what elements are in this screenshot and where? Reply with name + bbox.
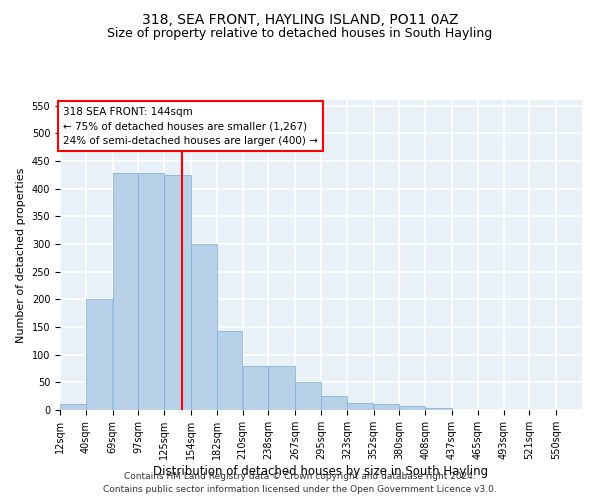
Bar (217, 331, 242, 410)
Y-axis label: Number of detached properties: Number of detached properties (16, 168, 26, 342)
Text: Contains HM Land Registry data © Crown copyright and database right 2024.: Contains HM Land Registry data © Crown c… (124, 472, 476, 481)
Text: 318, SEA FRONT, HAYLING ISLAND, PO11 0AZ: 318, SEA FRONT, HAYLING ISLAND, PO11 0AZ (142, 12, 458, 26)
Bar (295, 382, 321, 410)
Bar (321, 396, 347, 410)
Bar (374, 404, 399, 410)
Bar (60, 404, 86, 410)
Text: Contains public sector information licensed under the Open Government Licence v3: Contains public sector information licen… (103, 485, 497, 494)
X-axis label: Distribution of detached houses by size in South Hayling: Distribution of detached houses by size … (154, 464, 488, 477)
Bar (347, 403, 373, 410)
Bar (268, 366, 295, 410)
Bar (164, 174, 191, 410)
Bar (139, 173, 164, 410)
Bar (191, 244, 217, 410)
Bar (425, 408, 452, 410)
Bar (400, 406, 425, 410)
Text: Size of property relative to detached houses in South Hayling: Size of property relative to detached ho… (107, 28, 493, 40)
Bar (86, 300, 112, 410)
Text: 318 SEA FRONT: 144sqm
← 75% of detached houses are smaller (1,267)
24% of semi-d: 318 SEA FRONT: 144sqm ← 75% of detached … (63, 106, 317, 146)
Bar (242, 366, 268, 410)
Bar (113, 173, 138, 410)
